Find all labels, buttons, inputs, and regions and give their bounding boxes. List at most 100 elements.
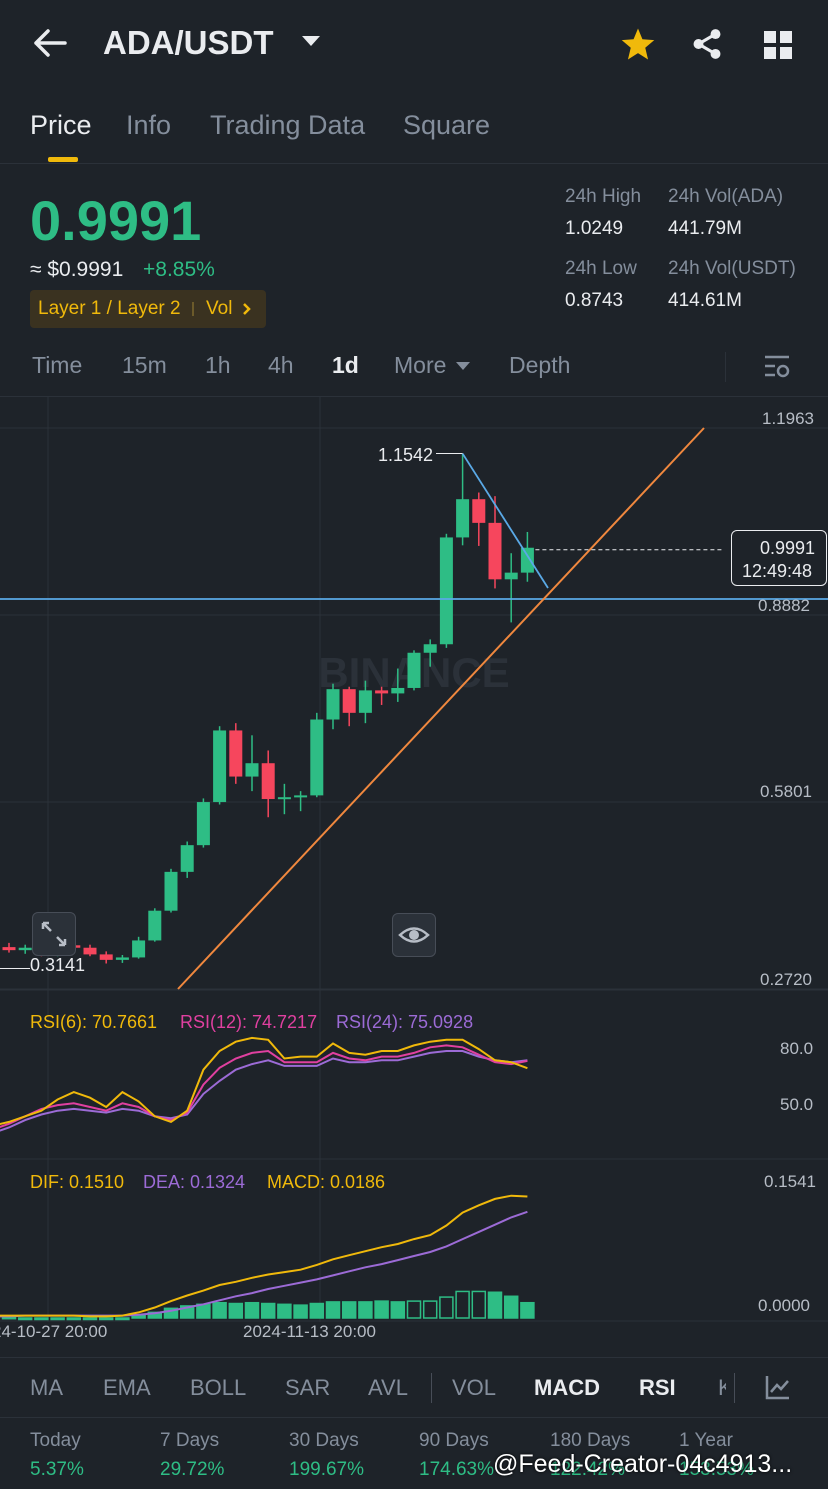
candle-body [520,547,534,573]
interval-more[interactable]: More [394,352,447,378]
indicator-ema[interactable]: EMA [103,1375,151,1400]
macd-histogram-bar [374,1300,389,1319]
indicator-ma[interactable]: MA [30,1375,63,1400]
tab-trading-data[interactable]: Trading Data [210,110,366,140]
share-icon[interactable] [690,27,724,61]
more-caret-icon[interactable] [456,362,470,370]
interval-15m[interactable]: 15m [122,352,167,378]
macd-histogram-bar [358,1301,373,1319]
y-axis-tick: 0.2720 [760,970,812,989]
candle-body [342,689,356,713]
rsi6-label: RSI(6): 70.7661 [30,1012,158,1032]
category-tag-label: Layer 1 / Layer 2 [38,298,181,319]
indicator-macd[interactable]: MACD [534,1375,600,1400]
chart-settings-icon[interactable] [763,353,791,381]
macd-tick: 0.1541 [764,1172,816,1191]
usd-equivalent: ≈ $0.9991 [30,258,124,281]
macd-histogram-bar [98,1317,114,1321]
macd-histogram-bar [471,1290,487,1319]
indicator-rsi[interactable]: RSI [639,1375,676,1400]
creator-watermark: @Feed-Creator-04c4913... [493,1450,793,1478]
macd-histogram-bar [455,1290,470,1319]
rsi6-line [0,1036,528,1126]
macd-tick: 0.0000 [758,1296,810,1315]
price-change-percent: +8.85% [143,258,215,281]
macd-histogram-bar [1,1316,17,1320]
macd-histogram-bar [341,1301,357,1319]
y-axis-tick: 0.5801 [760,782,812,801]
perf-value: 153.53% [679,1459,755,1480]
candle-body [115,957,129,960]
candle-body [456,499,470,538]
macd-histogram-bar [244,1301,260,1319]
chevron-right-icon [243,303,251,315]
macd-histogram-bar [406,1300,422,1319]
low-marker-label: 0.3141 [30,955,86,975]
y-axis-tick: 1.1963 [762,409,814,428]
stat-24h-low-value: 0.8743 [565,290,624,311]
visibility-toggle[interactable] [392,913,436,957]
candle-body [504,572,518,580]
high-marker-label: 1.1542 [378,445,434,465]
tab-price[interactable]: Price [30,110,92,140]
fullscreen-button[interactable] [32,912,76,956]
rsi-tick: 50.0 [780,1095,814,1114]
category-tag[interactable] [30,290,266,328]
tab-square[interactable]: Square [403,110,491,140]
indicator-vol[interactable]: VOL [452,1375,497,1400]
candle-body [472,499,486,523]
divider [0,163,828,164]
active-tab-indicator [48,157,78,162]
indicator-divider [734,1373,735,1403]
trading-pair-title[interactable]: ADA/USDT [103,24,274,61]
grid-icon[interactable] [763,30,793,60]
macd-histogram-bar [196,1303,211,1319]
macd-histogram-bar [487,1291,503,1319]
stat-24h-vol-usdt-label: 24h Vol(USDT) [668,258,796,279]
perf-value: 174.63% [419,1459,495,1480]
candle-body [488,522,502,580]
candle-body [326,689,340,720]
interval-4h[interactable]: 4h [268,352,294,378]
macd-histogram-bar [439,1296,454,1319]
candle-body [132,940,146,958]
macd-histogram-bar [82,1317,98,1321]
indicator-boll[interactable]: BOLL [190,1375,247,1400]
star-icon[interactable] [620,27,656,61]
dif-label: DIF: 0.1510 [30,1172,125,1192]
indicator-divider [431,1373,432,1403]
countdown-label: 12:49:48 [742,561,813,581]
perf-value: 5.37% [30,1459,84,1480]
candle-body [213,730,227,803]
interval-time[interactable]: Time [32,352,83,378]
chevron-down-icon[interactable] [302,36,320,46]
perf-value: 29.72% [160,1459,225,1480]
macd-histogram-bar [277,1303,292,1319]
indicator-kdj[interactable]: K [718,1375,726,1400]
chart-grid [0,397,828,1322]
candle-body [310,719,324,796]
eye-icon [398,927,430,943]
x-axis-label: 2024-11-13 20:00 [243,1322,376,1341]
back-arrow-icon[interactable] [32,28,68,58]
interval-1d[interactable]: 1d [332,352,359,378]
indicator-avl[interactable]: AVL [368,1375,408,1400]
divider [0,396,828,397]
interval-depth[interactable]: Depth [509,352,571,378]
rsi-tick: 80.0 [780,1039,814,1058]
interval-1h[interactable]: 1h [205,352,231,378]
perf-value: 122.42% [550,1459,626,1480]
macd-histogram-bar [520,1301,535,1319]
candle-body [423,644,437,653]
indicator-sar[interactable]: SAR [285,1375,331,1400]
current-price-label: 0.9991 [760,538,816,558]
candles-layer [2,453,534,964]
candle-body [148,910,162,941]
expand-icon [41,921,67,947]
perf-label: 1 Year [679,1430,733,1451]
tab-info[interactable]: Info [126,110,172,140]
price-chart[interactable]: BINANCE [0,397,828,1357]
macd-histogram-bar [66,1317,82,1321]
current-price-box [731,530,827,586]
indicator-settings-icon[interactable] [765,1374,791,1400]
